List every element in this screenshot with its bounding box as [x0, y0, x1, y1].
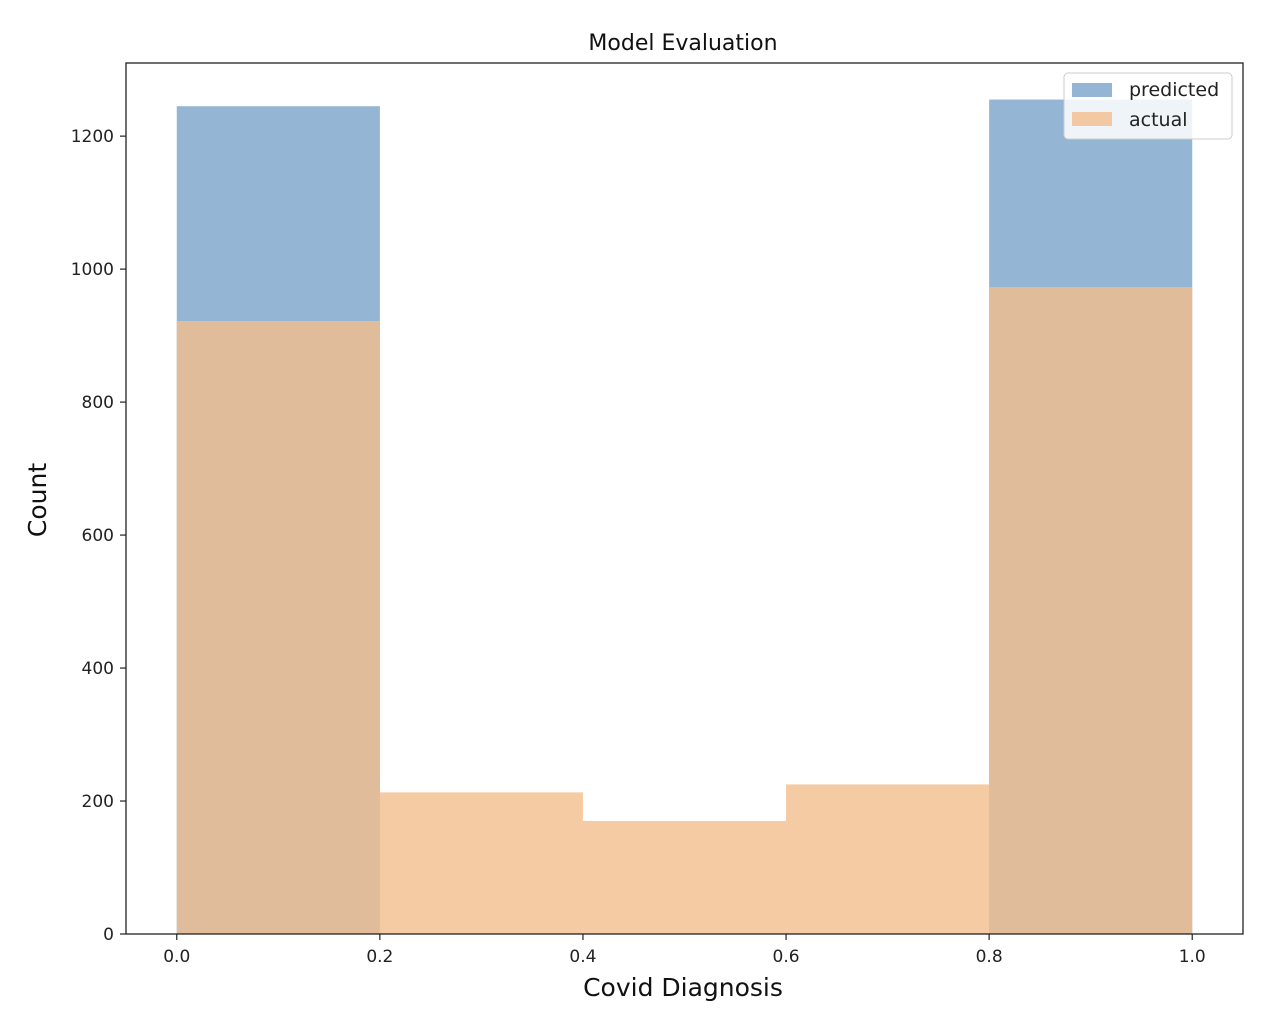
x-tick-label-0: 0.0 [163, 947, 190, 967]
x-tick-label-4: 0.8 [976, 947, 1003, 967]
x-tick-label-1: 0.2 [366, 947, 393, 967]
x-tick-label-2: 0.4 [569, 947, 596, 967]
x-tick-label-5: 1.0 [1179, 947, 1206, 967]
plot-area-frame [125, 62, 1244, 935]
legend-swatch-predicted [1072, 83, 1112, 97]
chart-title: Model Evaluation [588, 31, 777, 56]
y-tick-label-4: 800 [82, 393, 114, 413]
bar-actual-4 [989, 287, 1193, 934]
y-tick-label-2: 400 [82, 659, 114, 679]
legend-label-predicted: predicted [1129, 79, 1219, 101]
x-tick-label-3: 0.6 [773, 947, 800, 967]
x-axis-ticks: 0.0 0.2 0.4 0.6 0.8 1.0 [163, 934, 1206, 967]
x-axis-label: Covid Diagnosis [583, 973, 783, 1002]
legend-label-actual: actual [1129, 109, 1188, 131]
bars-layer [176, 99, 1193, 935]
bar-actual-0 [176, 320, 380, 934]
bar-actual-2 [582, 820, 787, 934]
y-axis-ticks: 0 200 400 600 800 1000 1200 [71, 127, 126, 945]
legend: predicted actual [1063, 72, 1233, 140]
y-tick-label-3: 600 [82, 526, 114, 546]
legend-swatch-actual [1072, 112, 1112, 126]
y-axis-label: Count [23, 463, 52, 537]
bar-actual-3 [786, 784, 990, 934]
y-tick-label-1: 200 [82, 792, 114, 812]
y-tick-label-5: 1000 [71, 260, 114, 280]
y-tick-label-0: 0 [103, 925, 114, 945]
y-tick-label-6: 1200 [71, 127, 114, 147]
bar-actual-1 [379, 792, 583, 934]
